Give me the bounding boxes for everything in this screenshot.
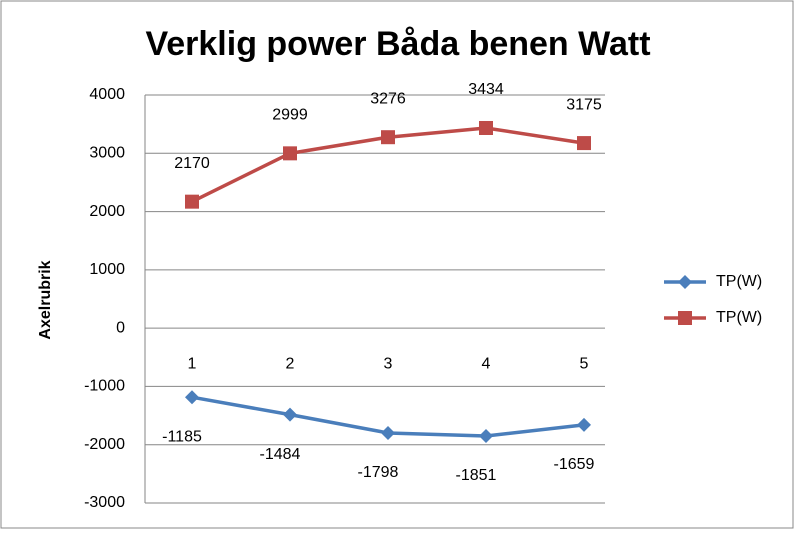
marker <box>283 146 297 161</box>
data-label: 3175 <box>566 96 602 113</box>
x-tick-label: 3 <box>384 355 393 372</box>
chart-title: Verklig power Båda benen Watt <box>145 25 650 63</box>
y-tick-label: 4000 <box>89 86 125 103</box>
data-label: 3276 <box>370 90 406 107</box>
y-tick-label: 0 <box>116 319 125 336</box>
data-label: -1484 <box>260 446 301 463</box>
marker <box>577 417 591 432</box>
data-label: -1851 <box>456 467 497 484</box>
y-tick-label: 1000 <box>89 261 125 278</box>
y-tick-label: -2000 <box>84 436 125 453</box>
marker <box>185 194 199 209</box>
y-tick-label: 3000 <box>89 145 125 162</box>
data-label: 2170 <box>174 155 210 172</box>
data-label: -1659 <box>554 456 595 473</box>
x-tick-label: 1 <box>188 355 197 372</box>
y-tick-label: 2000 <box>89 203 125 220</box>
marker <box>577 136 591 151</box>
y-tick-label: -3000 <box>84 494 125 511</box>
marker <box>283 407 297 422</box>
x-tick-label: 5 <box>580 355 589 372</box>
data-label: -1798 <box>358 464 399 481</box>
marker <box>185 390 199 405</box>
marker <box>678 275 692 289</box>
marker <box>381 130 395 145</box>
marker <box>678 311 692 325</box>
data-label: 2999 <box>272 107 308 124</box>
legend-label: TP(W) <box>716 273 762 290</box>
marker <box>479 429 493 444</box>
legend-label: TP(W) <box>716 309 762 326</box>
data-label: -1185 <box>162 428 202 445</box>
y-axis-title: Axelrubrik <box>37 260 54 339</box>
y-tick-label: -1000 <box>84 378 125 395</box>
data-label: 3434 <box>468 81 504 98</box>
marker <box>479 120 493 135</box>
x-tick-label: 2 <box>286 355 295 372</box>
marker <box>381 425 395 440</box>
x-tick-label: 4 <box>482 355 491 372</box>
